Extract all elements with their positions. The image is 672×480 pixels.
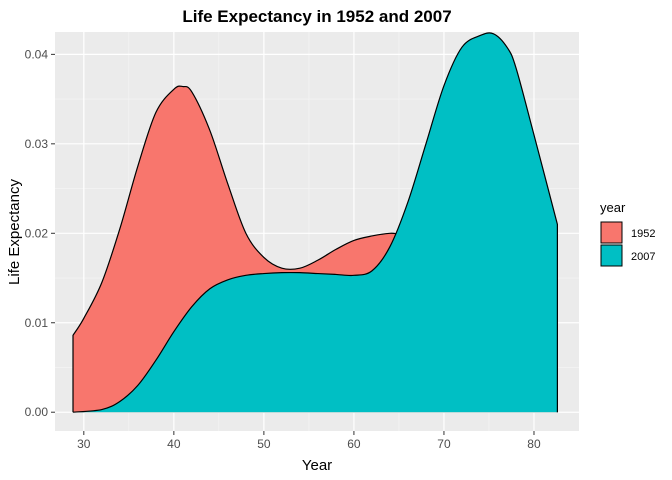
y-tick-label: 0.04 (25, 47, 49, 61)
y-tick-label: 0.03 (25, 137, 49, 151)
legend: year 1952 2007 (600, 200, 655, 267)
legend-key-1952 (600, 221, 623, 244)
y-tick-label: 0.01 (25, 316, 49, 330)
y-tick-label: 0.02 (25, 226, 49, 240)
x-tick-label: 40 (167, 437, 181, 451)
x-tick-label: 30 (77, 437, 91, 451)
legend-title: year (600, 200, 626, 215)
density-line-2007 (72, 32, 558, 413)
x-tick-label: 70 (437, 437, 451, 451)
density-area-2007 (73, 32, 558, 413)
x-tick-label: 50 (257, 437, 271, 451)
axis-ticks: 30 40 50 60 70 80 0.00 0.01 0.02 0.03 0.04 (25, 47, 541, 451)
legend-label-1952: 1952 (631, 228, 655, 240)
density-areas (72, 32, 558, 413)
y-tick-label: 0.00 (25, 405, 49, 419)
y-axis-title: Life Expectancy (6, 179, 23, 285)
legend-key-2007 (600, 244, 623, 267)
x-axis-title: Year (302, 457, 332, 474)
legend-label-2007: 2007 (631, 251, 655, 263)
x-tick-label: 80 (527, 437, 541, 451)
x-tick-label: 60 (347, 437, 361, 451)
chart-title: Life Expectancy in 1952 and 2007 (182, 7, 451, 26)
